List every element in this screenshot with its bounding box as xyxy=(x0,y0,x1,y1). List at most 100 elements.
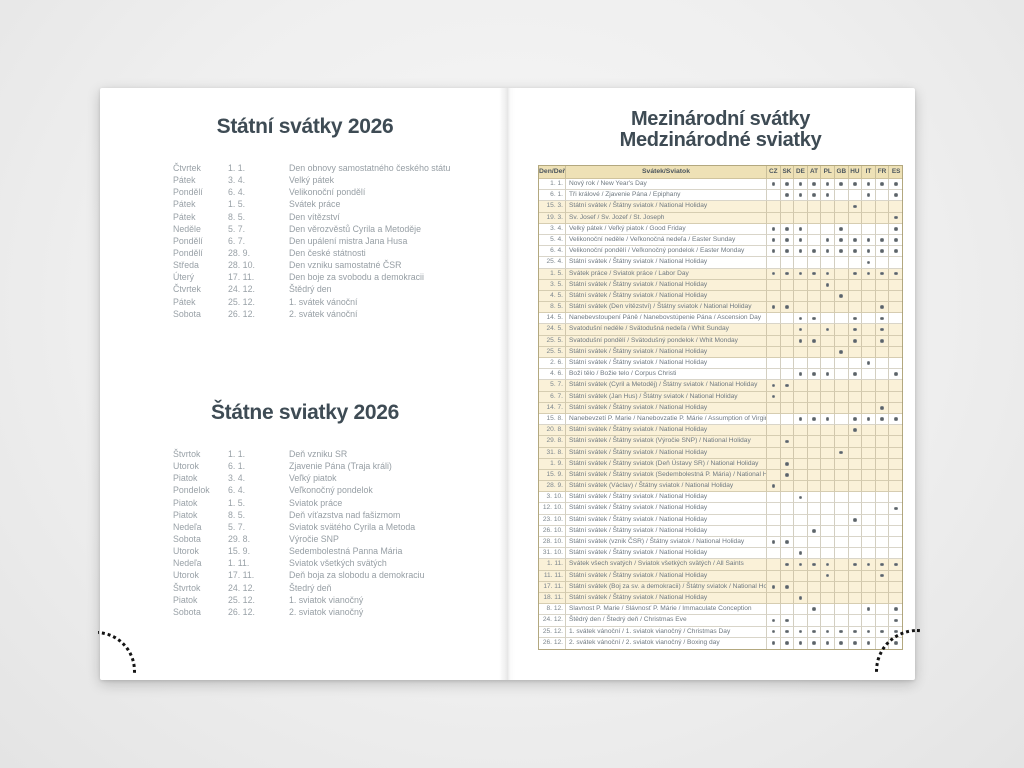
mark-cell-it xyxy=(862,212,876,224)
table-row: 14. 5. Nanebevstoupení Páně / Nanebovstúp… xyxy=(539,313,903,325)
holiday-name: Státní svátek / Štátny sviatok / Nationa… xyxy=(566,548,767,560)
holiday-dot-icon xyxy=(880,238,884,242)
holiday-date: 8. 5. xyxy=(228,211,246,222)
holiday-name: Štědrý den / Štedrý deň / Christmas Eve xyxy=(566,615,767,627)
mark-cell-gb xyxy=(834,469,849,482)
mark-cell-fr xyxy=(875,469,890,482)
mark-cell-it xyxy=(862,380,876,392)
holiday-dot-icon xyxy=(798,596,803,600)
holiday-dot-icon xyxy=(880,417,884,421)
holiday-name: Státní svátek / Štátny sviatok / Nationa… xyxy=(566,279,767,291)
holiday-dot-icon xyxy=(798,271,803,276)
mark-cell-gb xyxy=(834,413,849,426)
mark-cell-it xyxy=(862,615,876,627)
mark-cell-it xyxy=(862,436,876,448)
mark-cell-pl xyxy=(821,436,835,448)
holiday-dot-icon xyxy=(825,327,830,332)
holiday-dot-icon xyxy=(785,383,789,388)
mark-cell-es xyxy=(889,336,903,347)
holiday-dot-icon xyxy=(785,271,789,276)
mark-cell-at xyxy=(807,402,822,414)
holiday-day-name: Pátek xyxy=(173,296,196,307)
mark-cell-cz xyxy=(767,592,781,605)
mark-cell-pl xyxy=(821,548,835,560)
mark-cell-fr xyxy=(875,492,890,504)
holiday-name: Státní svátek / Štátny sviatok / Nationa… xyxy=(566,358,767,370)
mark-cell-de xyxy=(794,268,808,280)
mark-cell-es xyxy=(889,436,903,448)
mark-cell-sk xyxy=(780,514,795,526)
holiday-dot-icon xyxy=(839,238,844,242)
mark-cell-cz xyxy=(767,257,781,269)
holiday-dot-icon xyxy=(785,305,789,309)
holiday-date: 1. 1. xyxy=(539,179,566,191)
holiday-list-row: Pátek 25. 12. 1. svátek vánoční xyxy=(173,296,483,308)
holiday-dot-icon xyxy=(894,271,898,276)
mark-cell-es xyxy=(889,235,903,247)
holiday-name: Deň víťazstva nad fašizmom xyxy=(289,509,401,520)
holiday-date: 17. 11. xyxy=(228,272,255,283)
header-country-de: DE xyxy=(794,166,808,179)
mark-cell-gb xyxy=(834,290,849,303)
holiday-name: Nový rok / New Year's Day xyxy=(566,179,767,191)
mark-cell-pl xyxy=(821,324,835,336)
holiday-list-row: Piatok 1. 5. Sviatok práce xyxy=(173,497,483,509)
mark-cell-pl xyxy=(821,537,835,549)
holiday-date: 8. 5. xyxy=(539,302,566,314)
holiday-day-name: Pátek xyxy=(173,211,196,222)
mark-cell-sk xyxy=(780,190,795,202)
holiday-day-name: Pondělí xyxy=(173,187,203,198)
mark-cell-sk xyxy=(780,447,795,459)
mark-cell-pl xyxy=(821,626,835,638)
mark-cell-de xyxy=(794,346,808,358)
holiday-dot-icon xyxy=(894,607,898,612)
mark-cell-at xyxy=(807,626,822,638)
table-row: 5. 7. Státní svátek (Cyril a Metoděj) / Š… xyxy=(539,380,903,392)
mark-cell-fr xyxy=(875,212,890,224)
table-row: 24. 12. Štědrý den / Štedrý deň / Christm… xyxy=(539,615,903,627)
holiday-date: 15. 8. xyxy=(539,413,566,426)
holiday-dot-icon xyxy=(839,227,844,231)
mark-cell-it xyxy=(862,537,876,549)
holiday-name: Státní svátek (Boj za sv. a demokracii) … xyxy=(566,581,767,593)
holiday-dot-icon xyxy=(839,641,844,646)
holiday-dot-icon xyxy=(798,249,803,254)
mark-cell-fr xyxy=(875,537,890,549)
mark-cell-sk xyxy=(780,581,795,593)
holiday-name: 1. svátek vánoční / 1. sviatok vianočný … xyxy=(566,626,767,638)
mark-cell-sk xyxy=(780,537,795,549)
mark-cell-hu xyxy=(848,570,863,582)
mark-cell-hu xyxy=(848,346,863,358)
mark-cell-fr xyxy=(875,391,890,403)
mark-cell-cz xyxy=(767,492,781,504)
mark-cell-de xyxy=(794,469,808,482)
holiday-dot-icon xyxy=(866,562,871,567)
holiday-list-row: Středa 28. 10. Den vzniku samostatné ČSR xyxy=(173,259,483,271)
holiday-dot-icon xyxy=(798,338,803,343)
mark-cell-sk xyxy=(780,604,795,616)
mark-cell-de xyxy=(794,559,808,571)
mark-cell-fr xyxy=(875,358,890,370)
mark-cell-at xyxy=(807,279,822,291)
holiday-date: 25. 12. xyxy=(539,626,566,638)
mark-cell-at xyxy=(807,481,822,493)
holiday-list-row: Neděle 5. 7. Den věrozvěstů Cyrila a Metod… xyxy=(173,223,483,235)
holiday-dot-icon xyxy=(880,327,884,332)
mark-cell-it xyxy=(862,268,876,280)
header-day: Den/Deň xyxy=(539,166,566,179)
mark-cell-fr xyxy=(875,447,890,459)
mark-cell-cz xyxy=(767,514,781,526)
holiday-date: 3. 5. xyxy=(539,279,566,291)
holiday-dot-icon xyxy=(825,249,830,254)
holiday-dot-icon xyxy=(894,227,898,231)
holiday-list-row: Piatok 25. 12. 1. sviatok vianočný xyxy=(173,594,483,606)
mark-cell-fr xyxy=(875,581,890,593)
mark-cell-gb xyxy=(834,525,849,537)
holiday-name: Veľkonočný pondelok xyxy=(289,485,373,496)
holiday-name: Velikonoční pondělí / Veľkonočný pondelo… xyxy=(566,246,767,258)
mark-cell-it xyxy=(862,234,876,247)
table-row: 11. 11. Státní svátek / Štátny sviatok / … xyxy=(539,570,903,582)
holiday-dot-icon xyxy=(785,238,789,242)
holiday-name: Státní svátek / Štátny sviatok / Nationa… xyxy=(566,425,767,437)
holiday-date: 14. 7. xyxy=(539,402,566,414)
